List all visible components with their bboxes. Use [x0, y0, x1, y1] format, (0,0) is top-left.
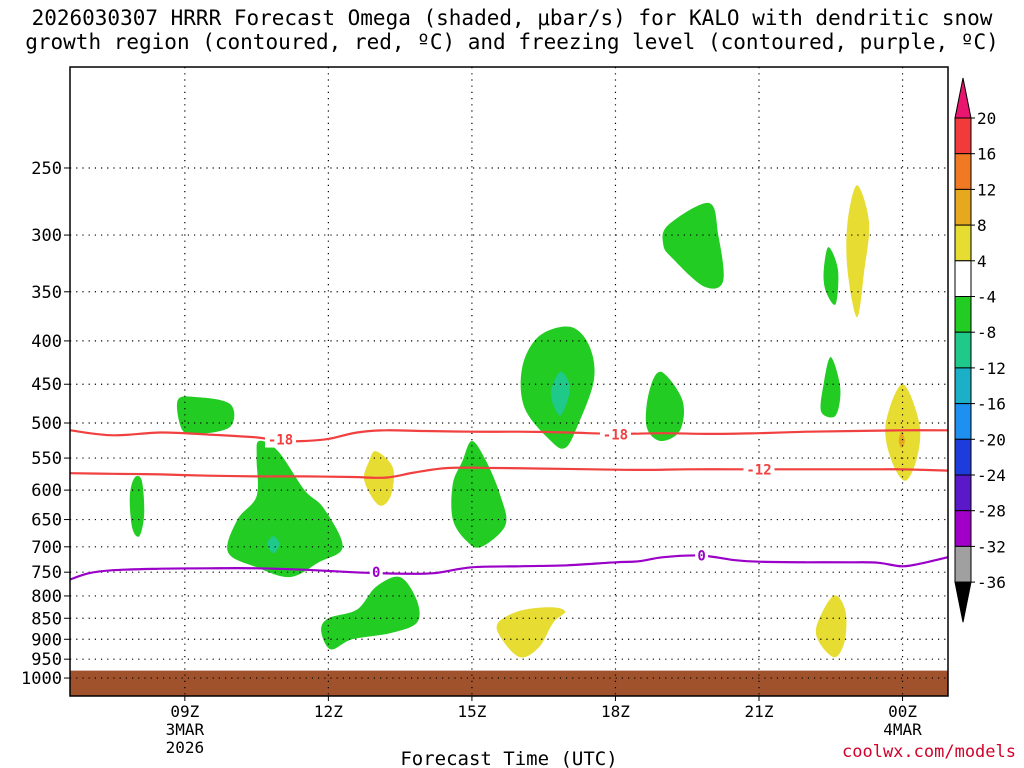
plot-frame — [69, 66, 949, 697]
colorbar-bin-12 — [954, 510, 972, 547]
omega-region-18 — [898, 431, 905, 448]
contour-label-2-1: -12 — [746, 462, 771, 478]
colorbar-bottom-arrow — [954, 581, 972, 623]
contour-label-bg-1-1 — [265, 431, 297, 448]
y-tick-label-500: 500 — [31, 414, 62, 434]
x-axis-label: Forecast Time (UTC) — [400, 748, 617, 768]
colorbar-label-1: 16 — [977, 145, 996, 164]
plot-area — [70, 67, 948, 696]
colorbar-bin-1 — [954, 117, 972, 155]
colorbar-label-0: 20 — [977, 109, 996, 128]
colorbar-label-13: -36 — [977, 573, 1006, 592]
colorbar-label-11: -28 — [977, 502, 1006, 521]
omega-region-4 — [267, 536, 280, 554]
omega-region-2 — [129, 475, 145, 537]
contour-line-2 — [69, 466, 949, 479]
colorbar-label-8: -16 — [977, 395, 1006, 414]
y-tick-label-450: 450 — [31, 375, 62, 395]
colorbar-label-3: 8 — [977, 216, 987, 235]
colorbar-bin-9 — [954, 403, 972, 440]
colorbar-bin-11 — [954, 474, 972, 512]
x-tick-label-12Z: 12Z — [314, 702, 343, 721]
y-tick-label-300: 300 — [31, 226, 62, 246]
y-tick-label-700: 700 — [31, 538, 62, 558]
colorbar-label-9: -20 — [977, 430, 1006, 449]
omega-region-17 — [885, 384, 921, 481]
contour-label-3-2: 0 — [697, 549, 705, 565]
title-line-2: growth region (contoured, red, ºC) and f… — [25, 30, 999, 54]
omega-region-14 — [496, 607, 566, 658]
colorbar-bin-2 — [954, 153, 972, 190]
omega-region-5 — [321, 576, 420, 650]
contour-label-1-2: -18 — [603, 428, 628, 444]
y-tick-label-650: 650 — [31, 511, 62, 531]
omega-region-9 — [645, 371, 685, 442]
colorbar-top-arrow — [954, 77, 972, 119]
colorbar-bin-3 — [954, 188, 972, 226]
colorbar-bin-7 — [954, 331, 972, 369]
colorbar-bin-13 — [954, 545, 972, 583]
colorbar-label-6: -8 — [977, 323, 996, 342]
colorbar-label-2: 12 — [977, 180, 996, 199]
colorbar-bin-8 — [954, 367, 972, 405]
chart-title: 2026030307 HRRR Forecast Omega (shaded, … — [0, 6, 1024, 54]
y-tick-label-350: 350 — [31, 283, 62, 303]
omega-region-3 — [227, 440, 343, 578]
x-tick-year-09Z: 2026 — [166, 738, 205, 757]
contour-label-1-1: -18 — [268, 433, 293, 449]
omega-region-8 — [550, 371, 570, 416]
omega-region-10 — [662, 202, 724, 289]
y-tick-label-1000: 1000 — [21, 669, 62, 689]
contour-label-bg-3-2 — [695, 547, 709, 564]
x-tick-label-15Z: 15Z — [457, 702, 486, 721]
omega-region-1 — [176, 396, 235, 435]
contour-label-bg-3-1 — [369, 564, 383, 581]
contour-line-3 — [69, 554, 949, 581]
x-tick-label-21Z: 21Z — [745, 702, 774, 721]
colorbar-label-7: -12 — [977, 359, 1006, 378]
omega-region-15 — [815, 595, 847, 658]
y-tick-label-900: 900 — [31, 630, 62, 650]
colorbar-label-5: -4 — [977, 288, 996, 307]
contour-label-bg-2-1 — [743, 461, 775, 478]
colorbar-label-4: 4 — [977, 252, 987, 271]
omega-region-16 — [846, 185, 870, 318]
y-tick-label-600: 600 — [31, 481, 62, 501]
colorbar-bin-6 — [954, 296, 972, 333]
colorbar-bin-10 — [954, 438, 972, 476]
colorbar-bin-5 — [954, 260, 972, 297]
y-tick-label-400: 400 — [31, 332, 62, 352]
x-tick-date-00Z: 4MAR — [883, 720, 922, 739]
x-tick-label-00Z: 00Z — [888, 702, 917, 721]
y-tick-label-250: 250 — [31, 159, 62, 179]
colorbar-label-10: -24 — [977, 466, 1006, 485]
y-tick-label-850: 850 — [31, 609, 62, 629]
watermark-text: coolwx.com/models — [842, 742, 1016, 762]
x-tick-label-18Z: 18Z — [601, 702, 630, 721]
y-tick-label-750: 750 — [31, 563, 62, 583]
contour-label-bg-1-2 — [599, 426, 631, 443]
x-tick-date-09Z: 3MAR — [166, 720, 205, 739]
y-tick-label-800: 800 — [31, 587, 62, 607]
contour-label-3-1: 0 — [372, 565, 380, 581]
contour-line-1 — [69, 429, 949, 443]
y-tick-label-950: 950 — [31, 650, 62, 670]
x-tick-label-09Z: 09Z — [170, 702, 199, 721]
ground-band — [70, 670, 948, 696]
omega-region-11 — [823, 247, 839, 305]
colorbar-label-12: -32 — [977, 537, 1006, 556]
title-line-1: 2026030307 HRRR Forecast Omega (shaded, … — [31, 6, 993, 30]
omega-region-12 — [820, 357, 841, 418]
y-tick-label-550: 550 — [31, 449, 62, 469]
colorbar-bin-4 — [954, 224, 972, 262]
